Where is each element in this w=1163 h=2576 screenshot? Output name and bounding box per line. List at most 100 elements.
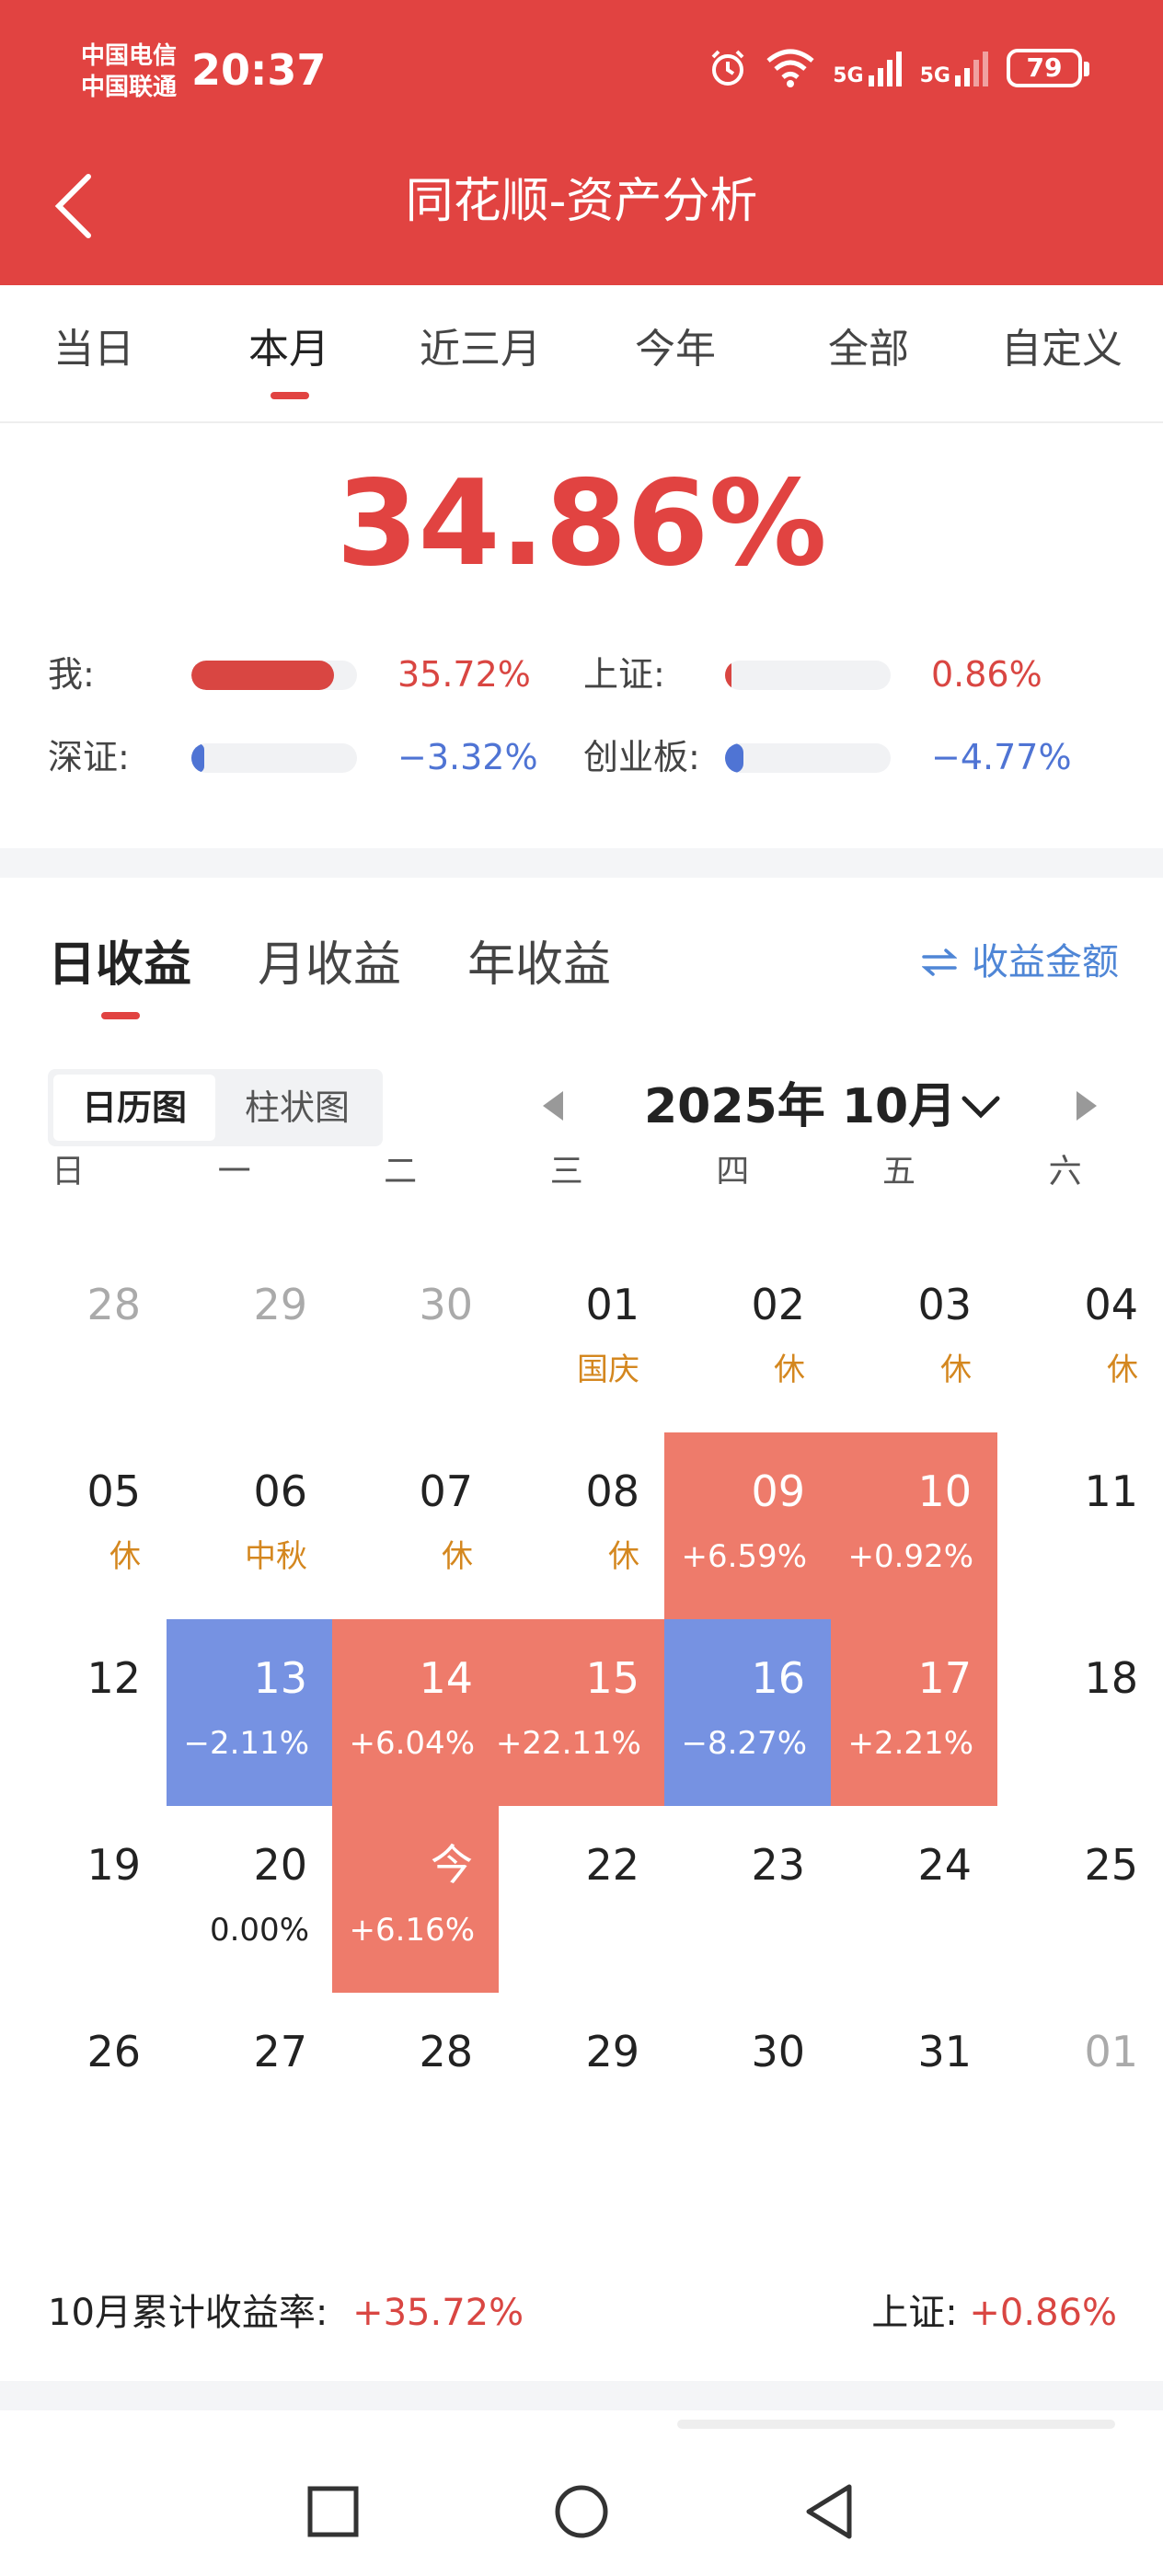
weekday-label: 三 (549, 1153, 583, 1190)
calendar-day[interactable]: 18 (997, 1619, 1163, 1806)
day-number: 12 (86, 1653, 141, 1703)
tab-monthly-return[interactable]: 月收益 (258, 937, 402, 993)
calendar-view-button[interactable]: 日历图 (53, 1075, 215, 1141)
calendar-day[interactable]: 今 +6.16% (332, 1806, 499, 1993)
day-number: 17 (917, 1653, 972, 1703)
tab-yearly-return[interactable]: 年收益 (467, 937, 612, 993)
calendar-day[interactable]: 01 国庆 (499, 1246, 665, 1432)
calendar-day[interactable]: 31 (831, 1993, 997, 2179)
day-number: 26 (86, 2027, 141, 2076)
app-header: 中国电信 中国联通 20:37 5G 5G (0, 0, 1163, 285)
compare-fill (725, 743, 743, 773)
next-section (0, 2410, 1163, 2576)
return-summary: 34.86% 我: 35.72% 上证: 0.86% 深证: −3.32% 创业… (0, 423, 1163, 848)
amount-toggle-label: 收益金额 (972, 941, 1119, 983)
tab-all[interactable]: 全部 (828, 326, 909, 373)
amount-toggle-button[interactable]: 收益金额 (922, 935, 1119, 990)
calendar-day[interactable]: 29 (167, 1246, 333, 1432)
calendar-day[interactable]: 30 (664, 1993, 831, 2179)
compare-fill (191, 743, 205, 773)
day-number: 02 (751, 1280, 805, 1329)
active-tab-indicator (271, 392, 309, 399)
day-number: 01 (1084, 2027, 1138, 2076)
tab-custom[interactable]: 自定义 (1001, 326, 1123, 373)
home-icon[interactable] (549, 2479, 614, 2544)
next-month-icon[interactable] (1077, 1091, 1097, 1121)
compare-bar-shenzhen (191, 743, 357, 773)
day-number: 今 (431, 1840, 473, 1890)
daily-return-value: +6.59% (681, 1538, 808, 1575)
chevron-down-icon[interactable] (957, 1084, 1005, 1132)
holiday-note: 休 (774, 1351, 805, 1388)
calendar-day[interactable]: 28 (332, 1993, 499, 2179)
calendar-day[interactable]: 24 (831, 1806, 997, 1993)
tab-this-year[interactable]: 今年 (635, 326, 716, 373)
calendar-day[interactable]: 05 休 (0, 1432, 167, 1619)
calendar-day[interactable]: 14 +6.04% (332, 1619, 499, 1806)
calendar-day[interactable]: 03 休 (831, 1246, 997, 1432)
tab-three-months[interactable]: 近三月 (420, 326, 541, 373)
holiday-note: 休 (442, 1538, 473, 1575)
weekday-label: 四 (716, 1153, 750, 1190)
day-number: 04 (1084, 1280, 1138, 1329)
calendar-day[interactable]: 13 −2.11% (167, 1619, 333, 1806)
holiday-note: 休 (1107, 1351, 1138, 1388)
calendar-day[interactable]: 20 0.00% (167, 1806, 333, 1993)
calendar-day[interactable]: 08 休 (499, 1432, 665, 1619)
compare-label-shenzhen: 深证: (48, 737, 130, 777)
calendar-day[interactable]: 30 (332, 1246, 499, 1432)
calendar-day[interactable]: 25 (997, 1806, 1163, 1993)
day-number: 03 (917, 1280, 972, 1329)
tab-daily-return[interactable]: 日收益 (48, 937, 192, 993)
calendar-day[interactable]: 29 (499, 1993, 665, 2179)
day-number: 06 (253, 1466, 307, 1516)
calendar-day[interactable]: 10 +0.92% (831, 1432, 997, 1619)
calendar-day[interactable]: 09 +6.59% (664, 1432, 831, 1619)
calendar-day[interactable]: 01 (997, 1993, 1163, 2179)
tab-this-month[interactable]: 本月 (248, 326, 329, 373)
compare-label-chinext: 创业板: (583, 737, 700, 777)
day-number: 11 (1084, 1466, 1138, 1516)
total-return: 34.86% (336, 455, 827, 592)
index-cumulative-return: 上证: +0.86% (871, 2285, 1117, 2340)
daily-return-value: 0.00% (209, 1912, 309, 1949)
calendar-day[interactable]: 28 (0, 1246, 167, 1432)
prev-month-icon[interactable] (543, 1091, 563, 1121)
calendar-day[interactable]: 15 +22.11% (496, 1619, 665, 1806)
calendar-day[interactable]: 17 +2.21% (831, 1619, 997, 1806)
index-cumulative-value: +0.86% (969, 2292, 1117, 2334)
calendar-day[interactable]: 02 休 (664, 1246, 831, 1432)
compare-label-me: 我: (48, 654, 95, 695)
calendar-day[interactable]: 23 (664, 1806, 831, 1993)
daily-return-card: 日收益 月收益 年收益 收益金额 日历图 柱状图 2025年 10月 日 一 二 三 四… (0, 878, 1163, 2381)
calendar-day[interactable]: 12 (0, 1619, 167, 1806)
calendar-day[interactable]: 22 (499, 1806, 665, 1993)
day-number: 18 (1084, 1653, 1138, 1703)
calendar-day[interactable]: 06 中秋 (167, 1432, 333, 1619)
day-number: 16 (751, 1653, 805, 1703)
recent-apps-icon[interactable] (301, 2479, 365, 2544)
carrier-1: 中国电信 (81, 42, 178, 70)
compare-value-shanghai: 0.86% (931, 654, 1042, 695)
range-tabs: 当日 本月 近三月 今年 全部 自定义 (0, 285, 1163, 423)
calendar-day[interactable]: 07 休 (332, 1432, 499, 1619)
calendar-day[interactable]: 11 (997, 1432, 1163, 1619)
day-number: 01 (585, 1280, 639, 1329)
back-arrow-icon[interactable] (52, 171, 96, 241)
tab-today[interactable]: 当日 (53, 326, 134, 373)
back-nav-icon[interactable] (798, 2479, 862, 2544)
day-number: 22 (585, 1840, 639, 1890)
bar-view-button[interactable]: 柱状图 (244, 1087, 350, 1128)
wifi-icon (766, 49, 814, 87)
signal-1: 5G (833, 50, 903, 86)
calendar-day[interactable]: 26 (0, 1993, 167, 2179)
calendar-day[interactable]: 19 (0, 1806, 167, 1993)
holiday-note: 休 (109, 1538, 141, 1575)
calendar-day[interactable]: 04 休 (997, 1246, 1163, 1432)
daily-return-value: +6.04% (349, 1725, 476, 1762)
day-number: 05 (86, 1466, 141, 1516)
calendar-day[interactable]: 27 (167, 1993, 333, 2179)
calendar-day[interactable]: 16 −8.27% (664, 1619, 831, 1806)
month-selector[interactable]: 2025年 10月 (644, 1079, 957, 1134)
day-number: 07 (419, 1466, 473, 1516)
